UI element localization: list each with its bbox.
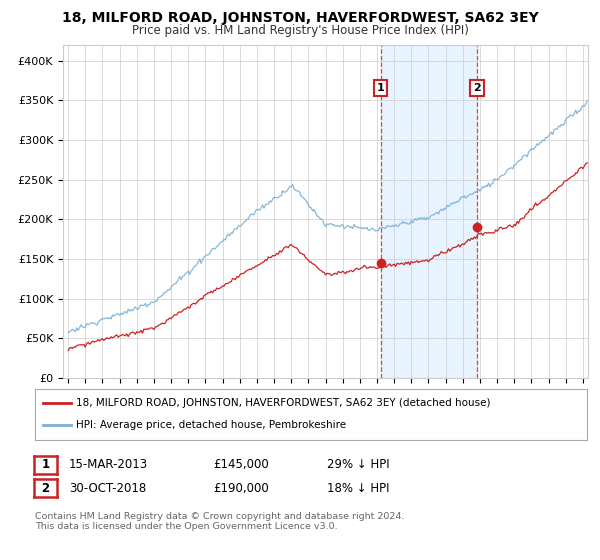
Text: 1: 1 [41,458,50,472]
Text: 2: 2 [473,83,481,93]
Text: £145,000: £145,000 [213,458,269,472]
Text: 29% ↓ HPI: 29% ↓ HPI [327,458,389,472]
Text: 2: 2 [41,482,50,495]
Text: Contains HM Land Registry data © Crown copyright and database right 2024.
This d: Contains HM Land Registry data © Crown c… [35,512,404,531]
Text: 30-OCT-2018: 30-OCT-2018 [69,482,146,495]
Text: 18, MILFORD ROAD, JOHNSTON, HAVERFORDWEST, SA62 3EY (detached house): 18, MILFORD ROAD, JOHNSTON, HAVERFORDWES… [76,398,491,408]
Bar [380,45,477,378]
Text: 18, MILFORD ROAD, JOHNSTON, HAVERFORDWEST, SA62 3EY: 18, MILFORD ROAD, JOHNSTON, HAVERFORDWES… [62,11,538,25]
Text: 1: 1 [377,83,385,93]
Text: Price paid vs. HM Land Registry's House Price Index (HPI): Price paid vs. HM Land Registry's House … [131,24,469,37]
Text: HPI: Average price, detached house, Pembrokeshire: HPI: Average price, detached house, Pemb… [76,421,346,431]
Text: 15-MAR-2013: 15-MAR-2013 [69,458,148,472]
Text: £190,000: £190,000 [213,482,269,495]
Text: 18% ↓ HPI: 18% ↓ HPI [327,482,389,495]
